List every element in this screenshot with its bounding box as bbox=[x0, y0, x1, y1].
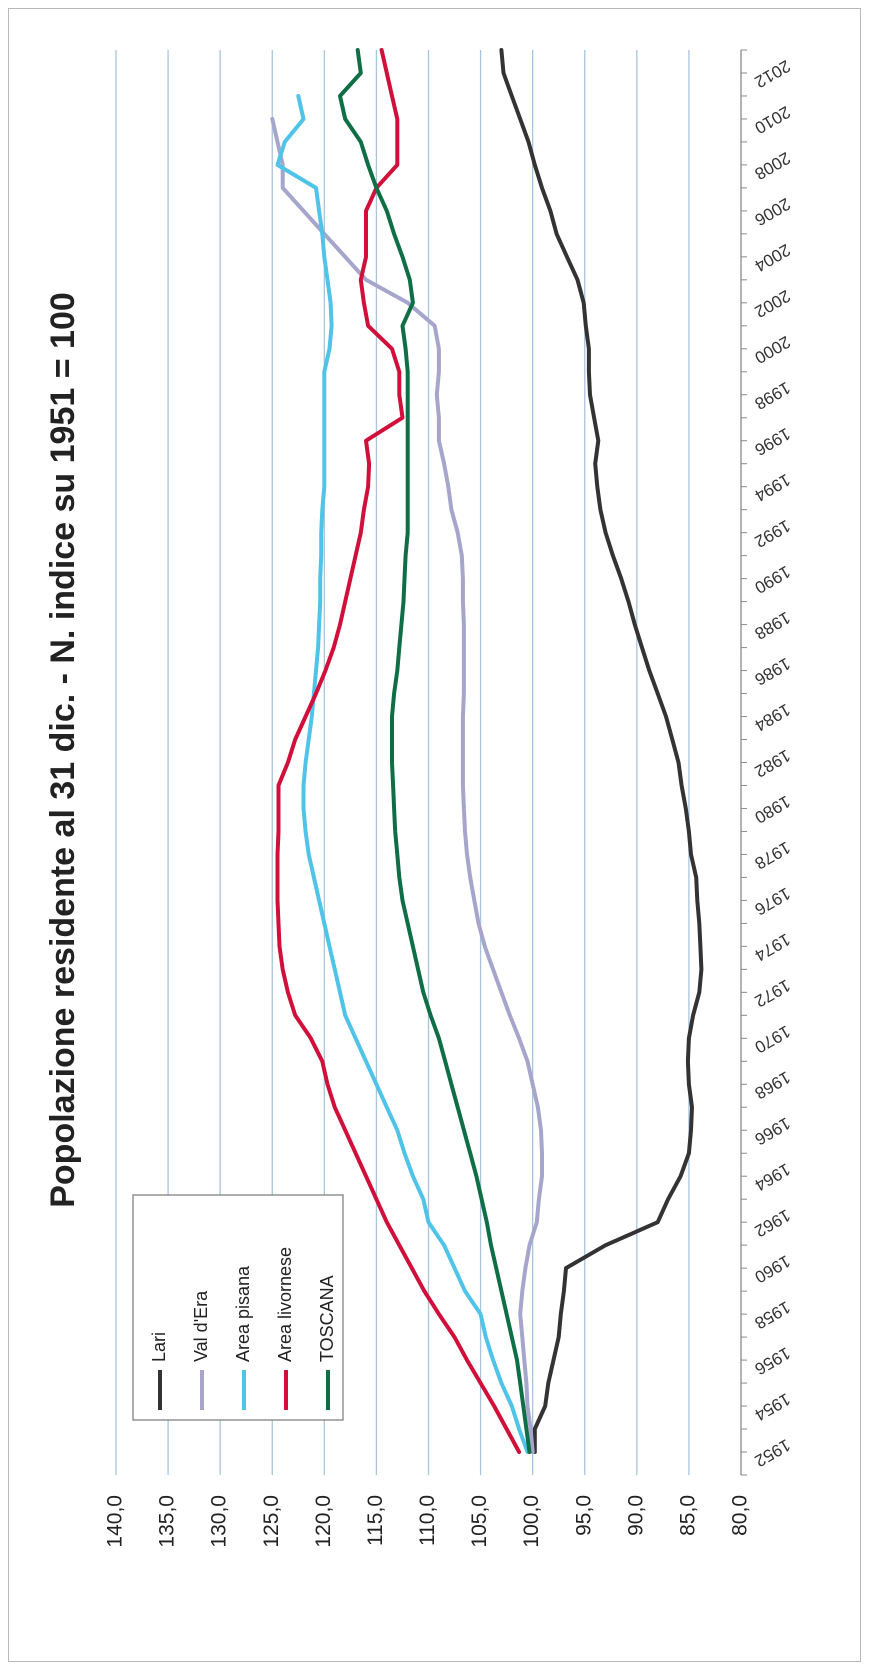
x-tick-label: 1986 bbox=[751, 654, 793, 689]
x-tick-label: 1956 bbox=[751, 1343, 793, 1378]
x-tick-label: 1968 bbox=[751, 1067, 793, 1102]
x-tick-label: 1998 bbox=[751, 378, 793, 413]
x-tick-label: 2006 bbox=[751, 194, 793, 229]
x-axis: 1952 1954 1956 1958 1960 1962 1964 1966 1968 1970… bbox=[741, 49, 794, 1476]
y-tick-label: 85,0 bbox=[676, 1495, 699, 1536]
y-tick-label: 100,0 bbox=[520, 1495, 543, 1548]
x-tick-label: 1964 bbox=[751, 1159, 793, 1194]
x-tick-label: 2004 bbox=[751, 240, 793, 275]
x-tick-label: 1988 bbox=[751, 608, 793, 643]
x-tick-label: 1974 bbox=[751, 930, 793, 965]
y-tick-label: 115,0 bbox=[364, 1495, 387, 1546]
plot-grid bbox=[115, 50, 742, 1475]
x-tick-label: 2010 bbox=[751, 102, 793, 137]
series-lines bbox=[270, 48, 704, 1454]
legend: Lari Val d'Era Area pisana Area livornese TO… bbox=[132, 1194, 344, 1421]
legend-label: Val d'Era bbox=[191, 1290, 211, 1362]
x-tick-label: 2012 bbox=[751, 56, 793, 91]
y-tick-label: 95,0 bbox=[572, 1495, 595, 1536]
y-tick-label: 120,0 bbox=[312, 1495, 335, 1548]
x-tick-label: 1982 bbox=[751, 746, 793, 781]
y-tick-label: 125,0 bbox=[260, 1495, 283, 1548]
x-tick-label: 1976 bbox=[751, 884, 793, 919]
y-tick-label: 80,0 bbox=[729, 1495, 752, 1536]
legend-box bbox=[132, 1194, 344, 1421]
y-tick-label: 90,0 bbox=[624, 1495, 647, 1536]
x-tick-label: 2002 bbox=[751, 286, 793, 321]
x-tick-label: 1970 bbox=[751, 1022, 793, 1057]
series-line bbox=[338, 48, 532, 1454]
legend-label: Area pisana bbox=[233, 1265, 253, 1362]
x-tick-label: 2000 bbox=[751, 332, 793, 367]
series-line bbox=[499, 48, 704, 1454]
x-tick-label: 1996 bbox=[751, 424, 793, 459]
x-tick-label: 1960 bbox=[751, 1251, 793, 1286]
legend-label: Area livornese bbox=[275, 1247, 295, 1362]
x-tick-label: 1980 bbox=[751, 792, 793, 827]
chart-title-group: Popolazione residente al 31 dic. - N. in… bbox=[44, 292, 82, 1208]
x-tick-label: 1966 bbox=[751, 1113, 793, 1148]
x-tick-label: 1954 bbox=[751, 1389, 793, 1424]
x-tick-label: 1984 bbox=[751, 700, 793, 735]
series-line bbox=[270, 117, 544, 1454]
x-tick-label: 1958 bbox=[751, 1297, 793, 1332]
y-tick-label: 130,0 bbox=[208, 1495, 231, 1548]
chart-title: Popolazione residente al 31 dic. - N. in… bbox=[44, 292, 82, 1208]
x-tick-label: 2008 bbox=[751, 148, 793, 183]
x-tick-label: 1990 bbox=[751, 562, 793, 597]
y-axis: 80,0 85,0 90,0 95,0 100,0 105,0 110,0 115,0 120,… bbox=[104, 1495, 752, 1548]
x-tick-label: 1972 bbox=[751, 976, 793, 1011]
series-line bbox=[275, 48, 522, 1454]
x-tick-label: 1992 bbox=[751, 516, 793, 551]
x-tick-label: 1962 bbox=[751, 1205, 793, 1240]
y-tick-label: 135,0 bbox=[156, 1495, 179, 1548]
legend-label: TOSCANA bbox=[317, 1275, 337, 1362]
x-tick-label: 1994 bbox=[751, 470, 793, 505]
x-tick-label: 1952 bbox=[751, 1435, 793, 1470]
y-tick-label: 140,0 bbox=[104, 1495, 127, 1548]
y-tick-label: 105,0 bbox=[468, 1495, 491, 1548]
x-tick-label: 1978 bbox=[751, 838, 793, 873]
series-line bbox=[275, 94, 530, 1454]
y-tick-label: 110,0 bbox=[416, 1495, 439, 1546]
legend-label: Lari bbox=[149, 1332, 169, 1362]
